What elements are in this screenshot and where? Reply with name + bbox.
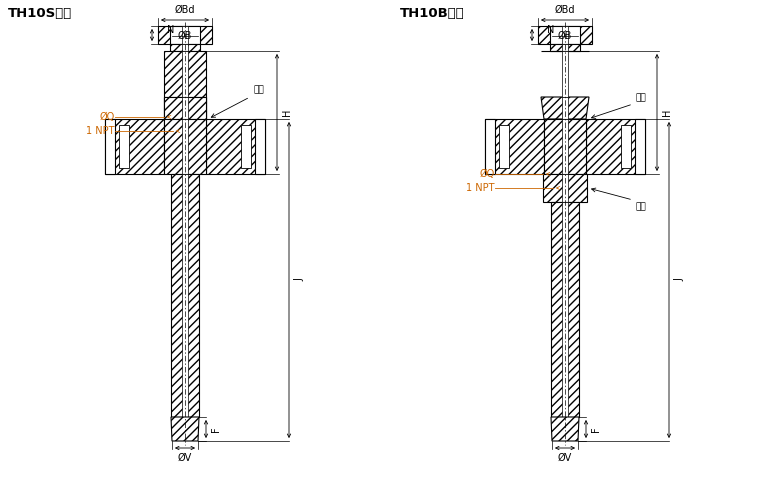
- Text: 焊缝: 焊缝: [636, 93, 647, 102]
- Bar: [562, 26, 568, 44]
- Bar: [562, 174, 568, 202]
- Bar: [635, 119, 645, 174]
- Bar: [158, 26, 212, 44]
- Bar: [538, 26, 592, 44]
- Bar: [182, 119, 188, 174]
- Polygon shape: [541, 97, 589, 119]
- Text: H: H: [662, 109, 672, 116]
- Bar: [182, 26, 188, 44]
- Polygon shape: [164, 97, 206, 119]
- Text: TH10S设计: TH10S设计: [8, 7, 72, 20]
- Bar: [164, 119, 206, 174]
- Bar: [621, 125, 631, 168]
- Bar: [562, 119, 568, 174]
- Bar: [255, 119, 265, 174]
- Text: N: N: [167, 25, 175, 35]
- Text: ØV: ØV: [558, 453, 572, 463]
- Bar: [550, 26, 580, 44]
- Bar: [485, 119, 495, 174]
- Bar: [550, 44, 580, 51]
- Bar: [182, 51, 188, 97]
- Text: 焊缝: 焊缝: [253, 85, 264, 94]
- Bar: [119, 125, 129, 168]
- Text: N: N: [547, 25, 555, 35]
- Bar: [543, 174, 587, 202]
- Bar: [182, 44, 188, 51]
- Text: F: F: [591, 426, 601, 432]
- Text: ØV: ØV: [178, 453, 192, 463]
- Bar: [562, 202, 568, 417]
- Polygon shape: [551, 417, 579, 441]
- Text: ØB: ØB: [558, 31, 572, 41]
- Bar: [206, 119, 265, 174]
- Bar: [170, 44, 200, 51]
- Text: ØBd: ØBd: [175, 5, 195, 15]
- Text: F: F: [211, 426, 221, 432]
- Bar: [562, 51, 568, 97]
- Bar: [171, 174, 199, 417]
- Text: ØBd: ØBd: [555, 5, 575, 15]
- Bar: [562, 97, 568, 119]
- Bar: [562, 44, 568, 51]
- Bar: [164, 51, 206, 97]
- Bar: [586, 119, 645, 174]
- Bar: [544, 119, 586, 174]
- Bar: [105, 119, 164, 174]
- Bar: [170, 26, 200, 44]
- Bar: [182, 97, 188, 119]
- Bar: [241, 125, 251, 168]
- Text: 焊缝: 焊缝: [636, 202, 647, 211]
- Bar: [551, 202, 579, 417]
- Bar: [485, 119, 544, 174]
- Text: TH10B设计: TH10B设计: [400, 7, 465, 20]
- Text: ØQ: ØQ: [480, 169, 495, 179]
- Polygon shape: [171, 417, 199, 441]
- Text: ØQ: ØQ: [100, 112, 115, 122]
- Bar: [182, 174, 188, 417]
- Text: H: H: [282, 109, 292, 116]
- Text: 1 NPT: 1 NPT: [467, 183, 495, 193]
- Text: ØB: ØB: [178, 31, 192, 41]
- Bar: [499, 125, 509, 168]
- Bar: [105, 119, 115, 174]
- Text: J: J: [674, 279, 684, 282]
- Text: J: J: [294, 279, 304, 282]
- Text: 1 NPT: 1 NPT: [87, 126, 115, 136]
